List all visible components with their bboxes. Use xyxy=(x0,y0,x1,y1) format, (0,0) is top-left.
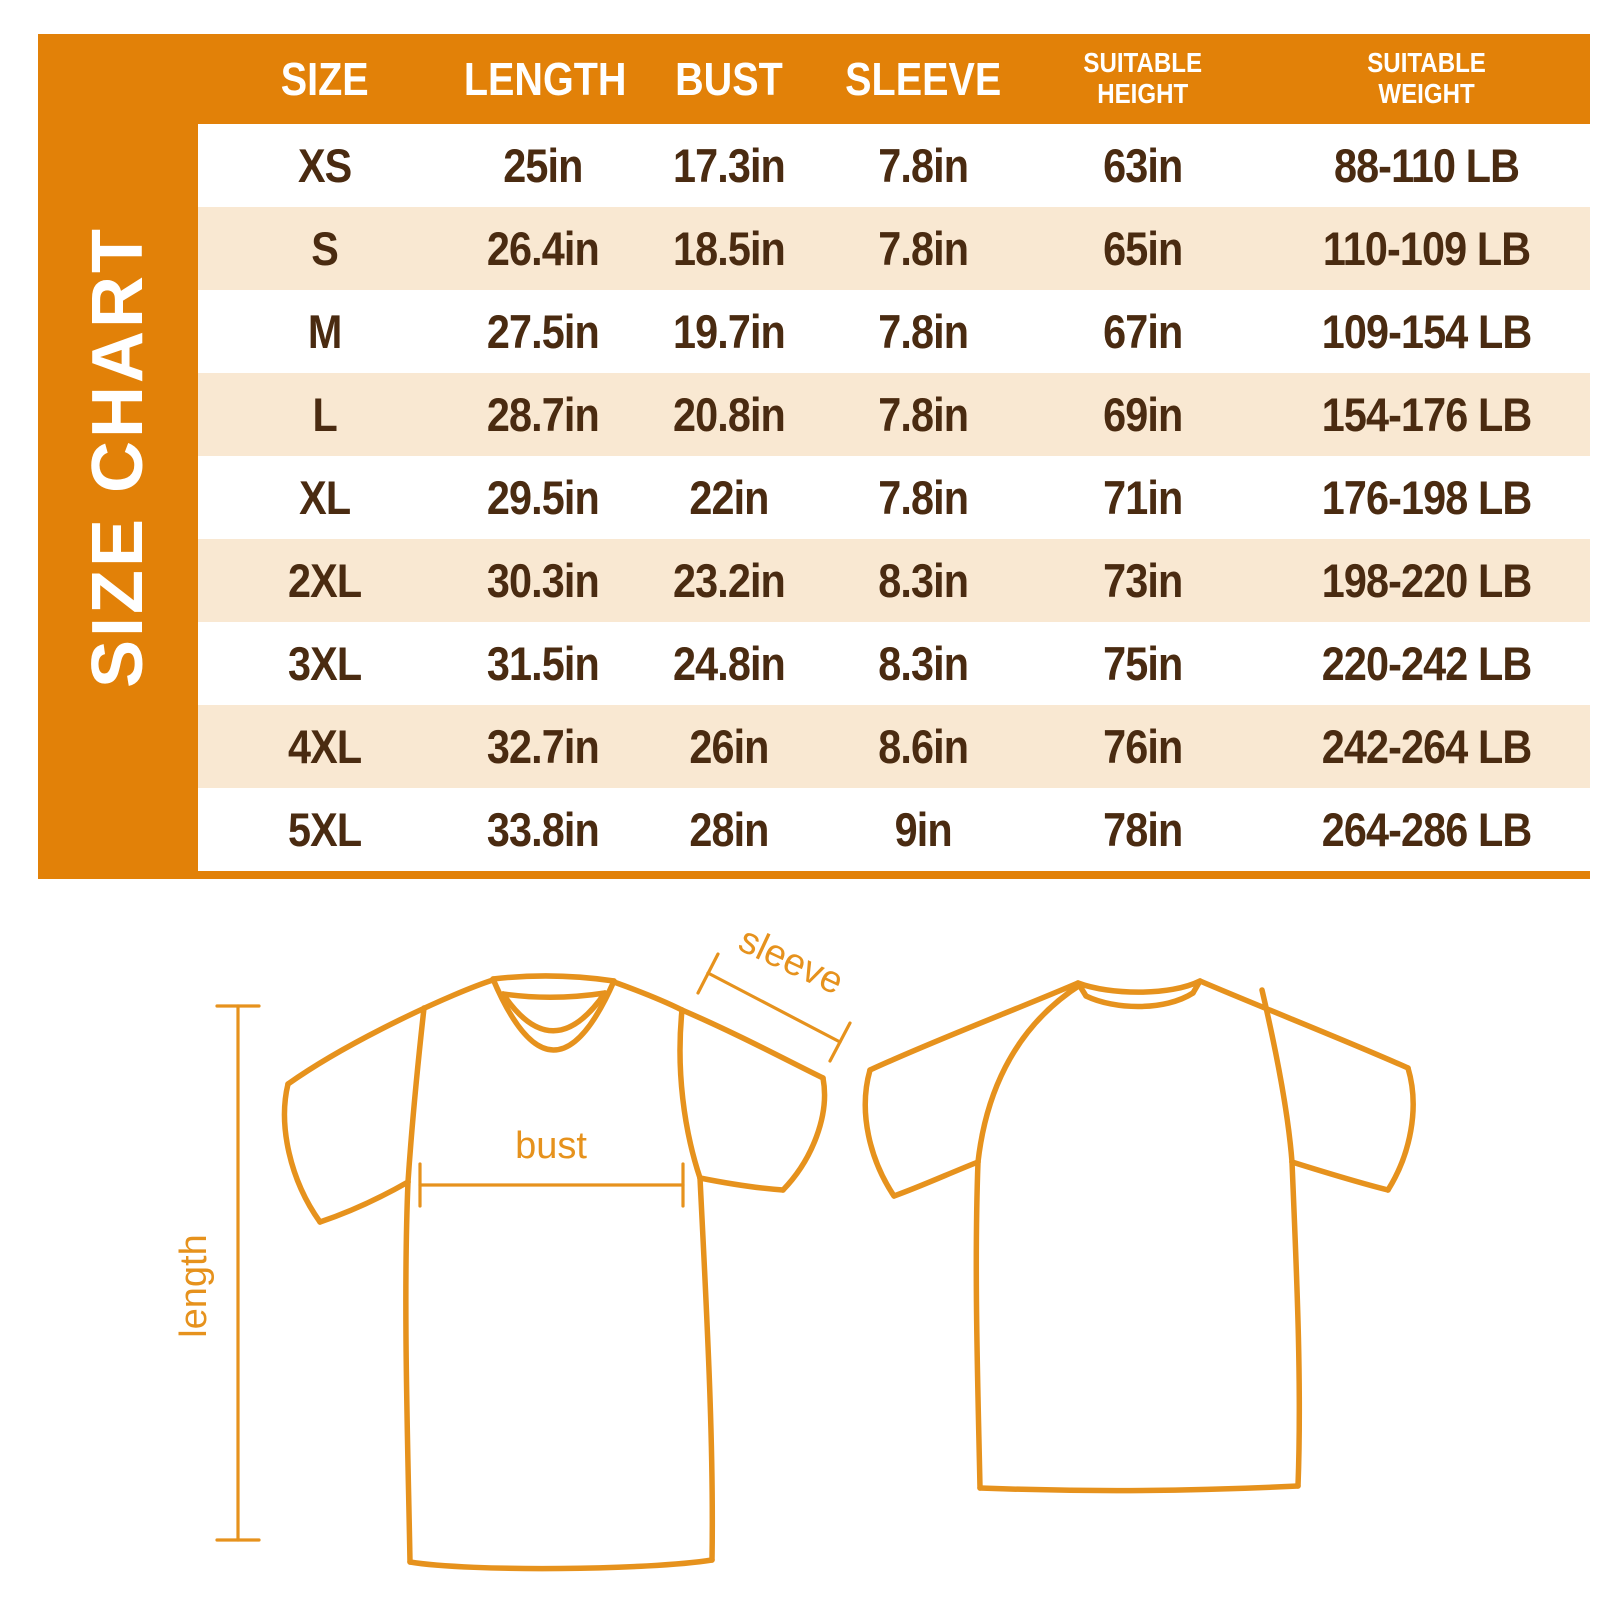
table-row-s: S 26.4in 18.5in 7.8in 65in 110-109 LB xyxy=(198,207,1590,290)
cell-size: 2XL xyxy=(288,554,362,607)
cell-length: 33.8in xyxy=(487,803,600,856)
cell-suitable-weight: 198-220 LB xyxy=(1321,554,1532,607)
cell-size: XS xyxy=(297,139,352,192)
cell-size: 3XL xyxy=(288,637,362,690)
table-header-row: SIZE LENGTH BUST SLEEVE SUITABLE HEIGHT SUITAB… xyxy=(198,34,1590,124)
cell-sleeve: 7.8in xyxy=(878,388,969,441)
table-row-m: M 27.5in 19.7in 7.8in 67in 109-154 LB xyxy=(198,290,1590,373)
tshirt-front-outline xyxy=(281,973,828,1572)
cell-bust: 19.7in xyxy=(673,305,786,358)
sleeve-measure: sleeve xyxy=(696,930,852,1063)
cell-size: 4XL xyxy=(288,720,362,773)
cell-length: 28.7in xyxy=(487,388,600,441)
cell-sleeve: 9in xyxy=(894,803,953,856)
cell-length: 26.4in xyxy=(487,222,600,275)
column-header-length: LENGTH xyxy=(464,53,627,105)
cell-suitable-height: 67in xyxy=(1103,305,1184,358)
cell-suitable-height: 76in xyxy=(1103,720,1184,773)
cell-suitable-height: 63in xyxy=(1103,139,1184,192)
table-row-5xl: 5XL 33.8in 28in 9in 78in 264-286 LB xyxy=(198,788,1590,871)
cell-size: S xyxy=(311,222,339,275)
length-measure: length xyxy=(173,1004,261,1542)
table-row-xl: XL 29.5in 22in 7.8in 71in 176-198 LB xyxy=(198,456,1590,539)
cell-suitable-height: 65in xyxy=(1103,222,1184,275)
cell-length: 32.7in xyxy=(487,720,600,773)
cell-length: 27.5in xyxy=(487,305,600,358)
cell-suitable-weight: 264-286 LB xyxy=(1321,803,1532,856)
cell-suitable-height: 71in xyxy=(1103,471,1184,524)
table-row-l: L 28.7in 20.8in 7.8in 69in 154-176 LB xyxy=(198,373,1590,456)
size-chart-table: SIZE CHART SIZE LENGTH BUST SLEEVE SUITABLE H… xyxy=(38,34,1590,879)
cell-suitable-weight: 109-154 LB xyxy=(1321,305,1532,358)
cell-sleeve: 8.3in xyxy=(878,637,969,690)
table-rows: XS 25in 17.3in 7.8in 63in 88-110 LB S 26.4in 18.… xyxy=(198,124,1590,871)
cell-size: XL xyxy=(299,471,351,524)
cell-suitable-weight: 154-176 LB xyxy=(1321,388,1532,441)
column-header-sleeve: SLEEVE xyxy=(845,53,1002,105)
table-row-3xl: 3XL 31.5in 24.8in 8.3in 75in 220-242 LB xyxy=(198,622,1590,705)
cell-bust: 18.5in xyxy=(673,222,786,275)
cell-suitable-height: 75in xyxy=(1103,637,1184,690)
table-bottom-strip xyxy=(198,871,1590,879)
column-header-suitable-height: SUITABLE HEIGHT xyxy=(1083,47,1203,109)
cell-sleeve: 8.3in xyxy=(878,554,969,607)
cell-sleeve: 7.8in xyxy=(878,222,969,275)
sleeve-label: sleeve xyxy=(732,930,849,1003)
cell-length: 31.5in xyxy=(487,637,600,690)
cell-suitable-height: 78in xyxy=(1103,803,1184,856)
cell-sleeve: 7.8in xyxy=(878,139,969,192)
table-row-4xl: 4XL 32.7in 26in 8.6in 76in 242-264 LB xyxy=(198,705,1590,788)
cell-bust: 20.8in xyxy=(673,388,786,441)
cell-bust: 22in xyxy=(689,471,769,524)
cell-length: 25in xyxy=(503,139,584,192)
cell-bust: 23.2in xyxy=(673,554,786,607)
cell-suitable-weight: 88-110 LB xyxy=(1333,139,1520,192)
cell-suitable-height: 73in xyxy=(1103,554,1184,607)
cell-sleeve: 7.8in xyxy=(878,305,969,358)
tshirt-back-outline xyxy=(862,978,1416,1494)
cell-suitable-weight: 176-198 LB xyxy=(1321,471,1532,524)
bust-label: bust xyxy=(515,1125,587,1167)
cell-size: M xyxy=(307,305,342,358)
bust-measure: bust xyxy=(418,1125,685,1208)
length-label: length xyxy=(173,1234,215,1338)
cell-sleeve: 7.8in xyxy=(878,471,969,524)
cell-length: 30.3in xyxy=(487,554,600,607)
cell-length: 29.5in xyxy=(487,471,600,524)
cell-bust: 26in xyxy=(689,720,769,773)
cell-size: L xyxy=(312,388,337,441)
column-header-size: SIZE xyxy=(280,53,369,105)
cell-suitable-height: 69in xyxy=(1103,388,1184,441)
cell-suitable-weight: 220-242 LB xyxy=(1321,637,1532,690)
table-row-2xl: 2XL 30.3in 23.2in 8.3in 73in 198-220 LB xyxy=(198,539,1590,622)
size-chart-title-band: SIZE CHART xyxy=(38,34,198,879)
cell-suitable-weight: 110-109 LB xyxy=(1322,222,1531,275)
table-row-xs: XS 25in 17.3in 7.8in 63in 88-110 LB xyxy=(198,124,1590,207)
cell-bust: 24.8in xyxy=(673,637,786,690)
cell-sleeve: 8.6in xyxy=(878,720,969,773)
cell-bust: 17.3in xyxy=(673,139,786,192)
tshirt-measurement-diagram: length bust sleeve xyxy=(173,930,1416,1572)
cell-size: 5XL xyxy=(288,803,362,856)
cell-suitable-weight: 242-264 LB xyxy=(1321,720,1532,773)
cell-bust: 28in xyxy=(689,803,769,856)
table-area: SIZE LENGTH BUST SLEEVE SUITABLE HEIGHT SUITAB… xyxy=(198,34,1590,879)
column-header-bust: BUST xyxy=(675,53,783,105)
size-chart-title: SIZE CHART xyxy=(78,225,158,688)
column-header-suitable-weight: SUITABLE WEIGHT xyxy=(1367,47,1486,109)
